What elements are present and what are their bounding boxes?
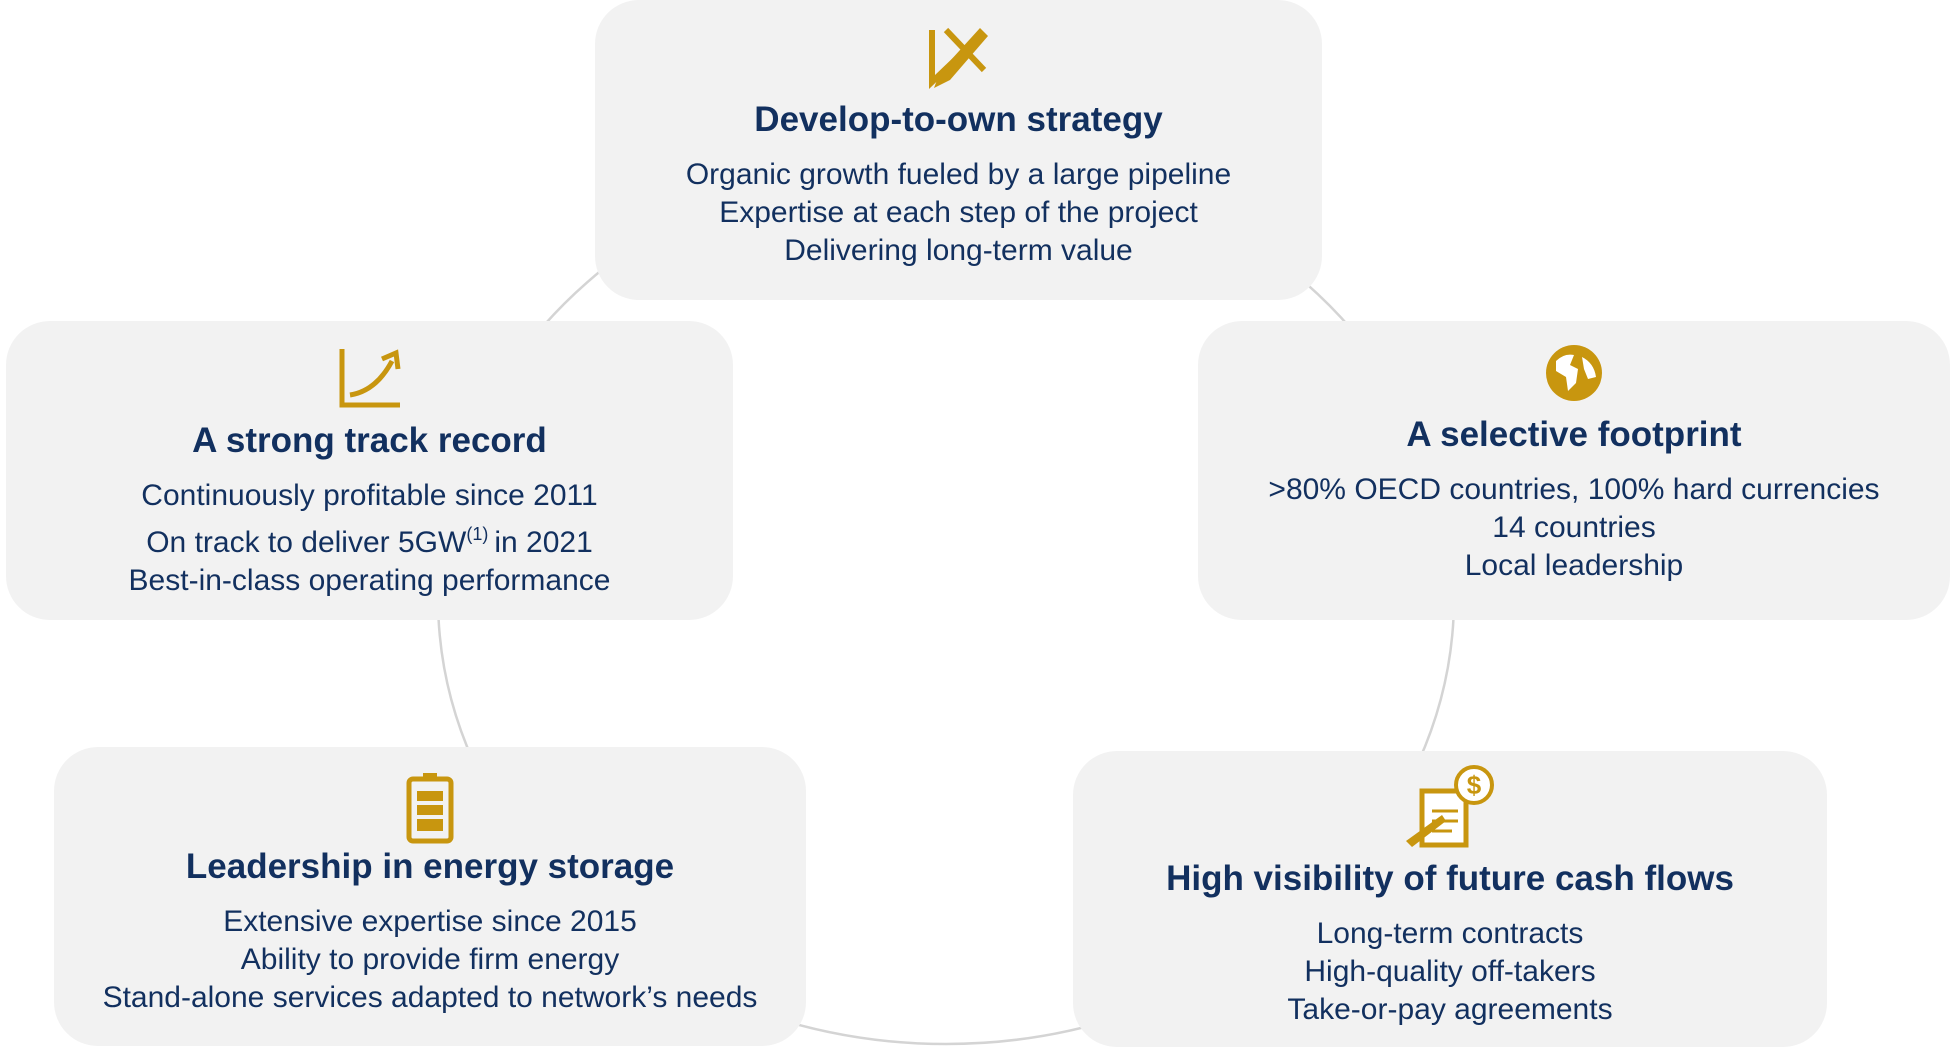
- icon: [1540, 339, 1608, 407]
- line-text: On track to deliver 5GW: [146, 526, 467, 559]
- line-text: in 2021: [494, 526, 593, 559]
- card-line: Ability to provide firm energy: [240, 943, 620, 976]
- card-title: A selective footprint: [1406, 415, 1742, 454]
- card-line: Organic growth fueled by a large pipelin…: [685, 158, 1232, 191]
- card-line: 14 countries: [1492, 511, 1656, 544]
- card: Develop-to-own strategy Organic growth fu…: [595, 0, 1322, 300]
- icon: [405, 771, 455, 844]
- card-line: Stand-alone services adapted to network’…: [102, 981, 758, 1014]
- card-title: High visibility of future cash flows: [1166, 859, 1734, 898]
- card-line: On track to deliver 5GW(1) in 2021: [146, 515, 593, 562]
- card: Leadership in energy storage Extensive ex…: [54, 747, 806, 1046]
- card: A strong track record Continuously profit…: [6, 321, 733, 620]
- icon: [336, 345, 404, 413]
- card-line: >80% OECD countries, 100% hard currencie…: [1268, 473, 1880, 506]
- card-line: High-quality off-takers: [1304, 955, 1596, 988]
- card: A selective footprint >80% OECD countries…: [1198, 321, 1950, 620]
- card-line: Best-in-class operating performance: [128, 564, 611, 597]
- card-title: Leadership in energy storage: [185, 847, 675, 886]
- icon: [924, 24, 994, 92]
- card-title: Develop-to-own strategy: [754, 100, 1163, 139]
- card-line: Local leadership: [1464, 549, 1684, 582]
- svg-text:$: $: [1467, 770, 1482, 800]
- card-line: Extensive expertise since 2015: [223, 905, 637, 938]
- icon: $: [1402, 765, 1498, 851]
- footnote-ref: (1): [466, 524, 489, 544]
- card-line: Delivering long-term value: [784, 234, 1133, 267]
- card: $ High visibility of future cash flows Lon…: [1073, 751, 1827, 1047]
- card-title: A strong track record: [192, 421, 547, 460]
- card-line: Continuously profitable since 2011: [141, 479, 598, 512]
- card-line: Long-term contracts: [1316, 917, 1584, 950]
- card-line: Take-or-pay agreements: [1287, 993, 1613, 1026]
- card-line: Expertise at each step of the project: [719, 196, 1198, 229]
